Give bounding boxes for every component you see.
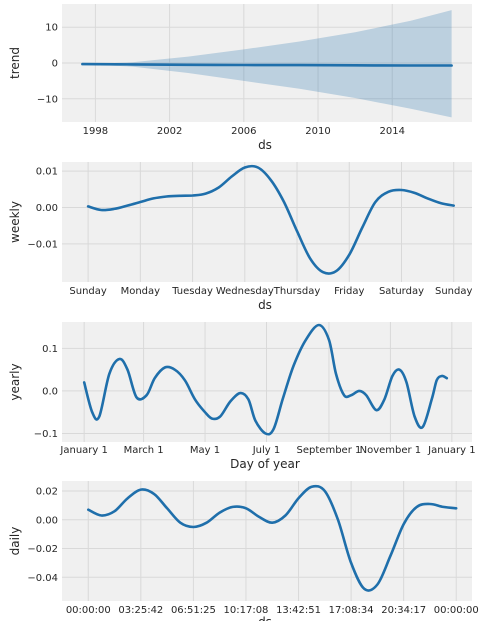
x-tick-label: January 1	[427, 445, 475, 456]
x-tick-label: 2002	[157, 126, 182, 137]
x-tick-label: November 1	[360, 445, 422, 456]
series-line	[81, 62, 453, 67]
x-tick-label: Sunday	[69, 286, 106, 297]
x-tick-label: 13:42:51	[276, 605, 321, 616]
y-axis-label: daily	[8, 527, 22, 556]
panel-1: 1998 2002 2006 2010 2014 10 0 −10 ds trend	[8, 4, 472, 152]
y-tick-label: −0.02	[27, 544, 58, 555]
y-tick-label: 0.00	[36, 515, 58, 526]
x-tick-label: 03:25:42	[118, 605, 163, 616]
y-tick-label: 0.02	[36, 487, 58, 498]
x-axis-label: ds	[258, 615, 272, 621]
x-tick-label: 06:51:25	[171, 605, 216, 616]
x-tick-label: 10:17:08	[224, 605, 269, 616]
y-axis-label: trend	[8, 47, 22, 79]
x-tick-label: 2006	[231, 126, 256, 137]
panel-3: January 1 March 1 May 1 July 1 September 1No…	[8, 322, 476, 471]
panel-2: Sunday Monday Tuesday Wednesday Thursday Frid…	[8, 162, 473, 312]
x-tick-label: September 1	[297, 445, 362, 456]
x-axis-label: ds	[258, 138, 272, 152]
y-tick-label: 0.1	[42, 344, 58, 355]
y-tick-label: 0.01	[36, 167, 58, 178]
x-tick-label: Friday	[334, 286, 364, 297]
x-axis-label: ds	[258, 298, 272, 312]
x-tick-label: March 1	[124, 445, 164, 456]
plot-area	[62, 481, 472, 601]
y-tick-label: −0.1	[34, 429, 58, 440]
x-tick-label: 00:00:00	[66, 605, 111, 616]
x-tick-label: 00:00:00	[434, 605, 479, 616]
plot-area	[62, 322, 472, 442]
series-line	[87, 484, 458, 592]
y-tick-label: −0.04	[27, 573, 58, 584]
series-line	[82, 323, 449, 436]
y-tick-label: −10	[37, 94, 58, 105]
x-tick-label: Tuesday	[171, 286, 213, 297]
x-tick-label: 1998	[83, 126, 108, 137]
x-tick-label: July 1	[252, 445, 281, 456]
x-tick-label: Wednesday	[216, 286, 274, 297]
plot-area	[62, 162, 472, 282]
x-tick-label: 20:34:17	[381, 605, 426, 616]
y-tick-label: 0	[52, 59, 58, 70]
y-axis-label: weekly	[8, 201, 22, 243]
panel-4: 00:00:00 03:25:42 06:51:25 10:17:08 13:42:51…	[8, 481, 479, 621]
x-tick-label: 2014	[379, 126, 404, 137]
x-tick-label: Sunday	[435, 286, 472, 297]
y-tick-label: 0.00	[36, 203, 58, 214]
y-tick-label: 10	[45, 23, 58, 34]
x-tick-label: January 1	[59, 445, 107, 456]
x-tick-label: Monday	[121, 286, 161, 297]
x-axis-label: Day of year	[230, 457, 300, 471]
x-tick-label: 2010	[305, 126, 330, 137]
x-tick-label: May 1	[190, 445, 220, 456]
y-tick-label: −0.01	[27, 239, 58, 250]
x-tick-label: Thursday	[273, 286, 321, 297]
x-tick-label: 17:08:34	[329, 605, 374, 616]
y-axis-label: yearly	[8, 363, 22, 400]
series-line	[86, 164, 455, 275]
x-tick-label: Saturday	[379, 286, 424, 297]
y-tick-label: 0.0	[42, 386, 58, 397]
